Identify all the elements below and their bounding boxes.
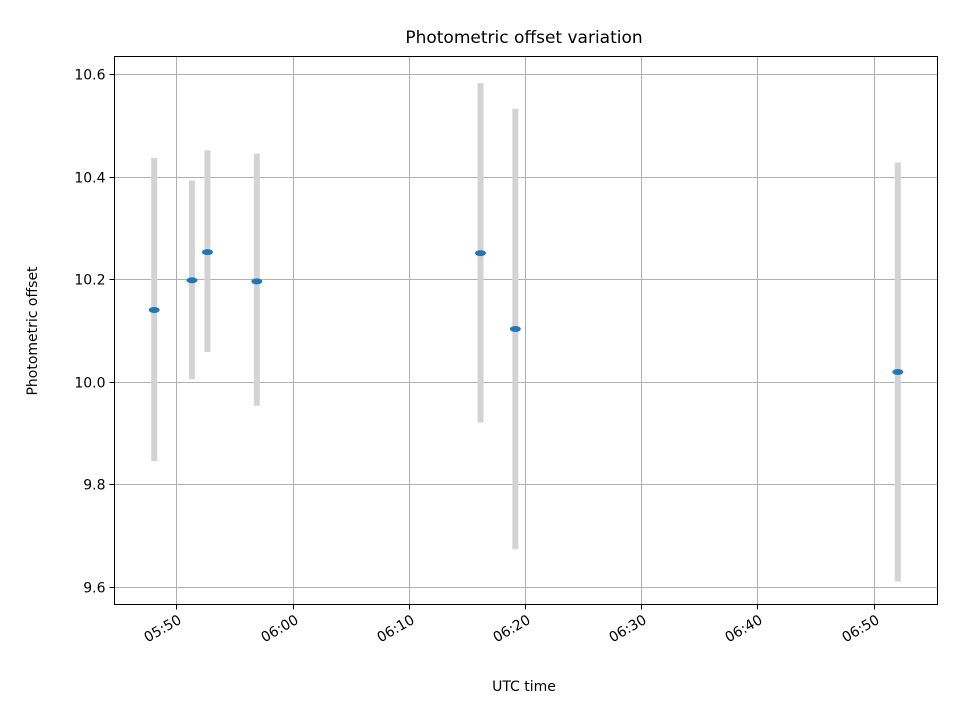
x-tick-label: 06:40 — [723, 612, 766, 646]
data-point — [186, 277, 198, 284]
data-point — [201, 249, 213, 256]
x-tick-label: 06:20 — [491, 612, 534, 646]
data-point — [251, 278, 263, 285]
x-tick-label: 06:30 — [607, 612, 650, 646]
x-axis-label: UTC time — [492, 679, 556, 695]
y-tick-label: 10.4 — [74, 171, 105, 187]
y-tick-label: 10.2 — [74, 273, 105, 289]
x-tick-label: 06:00 — [259, 612, 302, 646]
axis-ticks — [109, 74, 875, 610]
grid-lines — [114, 56, 938, 605]
data-point — [892, 368, 904, 375]
data-point — [474, 250, 486, 257]
x-tick-label: 05:50 — [142, 612, 185, 646]
x-tick-label: 06:10 — [375, 612, 418, 646]
chart-title: Photometric offset variation — [405, 28, 642, 48]
x-tick-labels: 05:50 06:00 06:10 06:20 06:30 06:40 06:50 — [142, 612, 883, 646]
data-points — [148, 249, 904, 375]
data-point — [148, 307, 160, 314]
y-axis-label: Photometric offset — [25, 266, 41, 396]
y-tick-labels: 9.6 9.8 10.0 10.2 10.4 10.6 — [74, 68, 105, 597]
y-tick-label: 9.8 — [83, 478, 105, 494]
y-tick-label: 10.0 — [74, 376, 105, 392]
data-point — [509, 325, 521, 332]
y-tick-label: 10.6 — [74, 68, 105, 84]
y-tick-label: 9.6 — [83, 581, 105, 597]
x-tick-label: 06:50 — [840, 612, 883, 646]
